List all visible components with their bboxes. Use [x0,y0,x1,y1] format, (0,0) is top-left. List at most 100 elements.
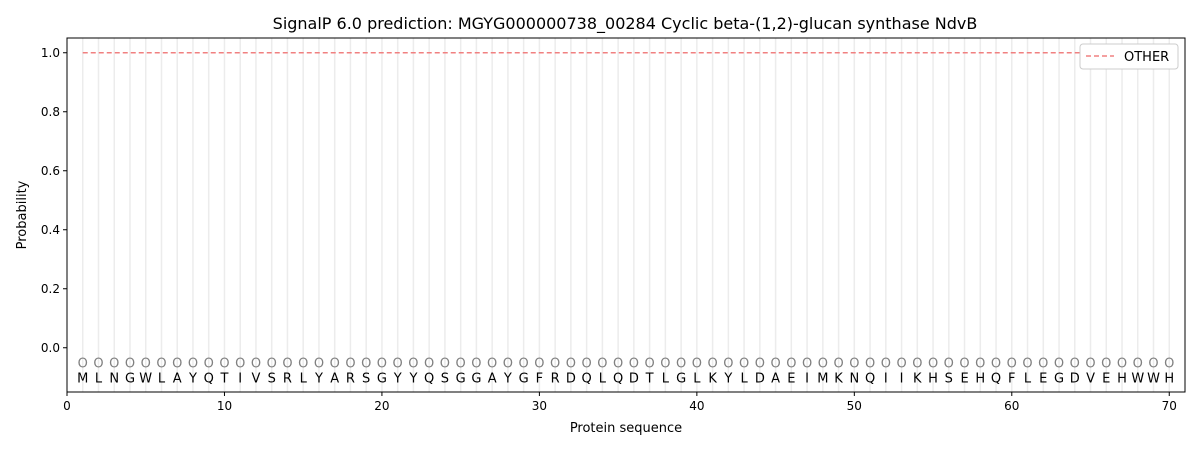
chart-title: SignalP 6.0 prediction: MGYG000000738_00… [273,14,978,34]
residue-prediction-label: O [1038,357,1048,372]
residue-letter: D [755,371,765,386]
residue-letter: V [1086,371,1095,386]
residue-letter: E [1102,371,1110,386]
y-tick-label: 1.0 [41,46,60,60]
residue-letter: Y [408,371,417,386]
residue-letter: L [693,371,701,386]
residue-prediction-label: O [660,357,670,372]
residue-prediction-label: O [959,357,969,372]
residue-letter: Q [424,371,434,386]
residue-prediction-label: O [991,357,1001,372]
residue-prediction-label: O [818,357,828,372]
residue-prediction-label: O [676,357,686,372]
residue-letter: E [787,371,795,386]
residue-letter: F [1008,371,1015,386]
residue-letter: M [817,371,828,386]
residue-prediction-label: O [896,357,906,372]
residue-letter: D [566,371,576,386]
residue-letter: W [1131,371,1144,386]
residue-prediction-label: O [219,357,229,372]
residue-prediction-label: O [204,357,214,372]
residue-prediction-label: O [1007,357,1017,372]
residue-prediction-label: O [314,357,324,372]
residue-prediction-label: O [1117,357,1127,372]
x-tick-label: 70 [1162,399,1177,413]
x-tick-label: 60 [1004,399,1019,413]
residue-letter: Q [204,371,214,386]
residue-prediction-label: O [770,357,780,372]
residue-prediction-label: O [1164,357,1174,372]
residue-letter: L [158,371,166,386]
residue-letter: G [676,371,686,386]
residue-prediction-label: O [251,357,261,372]
x-tick-label: 40 [689,399,704,413]
residue-prediction-label: O [912,357,922,372]
residue-prediction-label: O [330,357,340,372]
residue-letter: W [1147,371,1160,386]
residue-letter: M [77,371,88,386]
y-tick-label: 0.8 [41,105,60,119]
residue-prediction-label: O [1133,357,1143,372]
residue-prediction-label: O [487,357,497,372]
residue-prediction-label: O [424,357,434,372]
residue-prediction-label: O [141,357,151,372]
legend: OTHER [1079,43,1179,70]
residue-letter: S [441,371,449,386]
residue-prediction-label: O [550,357,560,372]
residue-letter: Q [582,371,592,386]
residue-letter: G [1054,371,1064,386]
residue-letter: H [1164,371,1174,386]
residue-letter: V [252,371,261,386]
residue-letter: D [629,371,639,386]
residue-prediction-label: O [975,357,985,372]
residue-prediction-label: O [519,357,529,372]
residue-prediction-label: O [188,357,198,372]
residue-letter: T [645,371,654,386]
residue-prediction-label: O [849,357,859,372]
x-tick-label: 30 [532,399,547,413]
residue-letter: N [849,371,859,386]
residue-letter: I [884,371,888,386]
residue-letter: A [330,371,339,386]
residue-letter: G [471,371,481,386]
residue-letter: A [173,371,182,386]
residue-letter: L [662,371,670,386]
residue-letter: H [1117,371,1127,386]
residue-letter: Y [188,371,197,386]
residue-letter: L [300,371,308,386]
residue-prediction-label: O [235,357,245,372]
x-tick-label: 0 [63,399,71,413]
residue-prediction-label: O [1101,357,1111,372]
residue-letter: A [488,371,497,386]
residue-prediction-label: O [172,357,182,372]
residue-letter: I [238,371,242,386]
residue-prediction-label: O [645,357,655,372]
y-tick-label: 0.2 [41,282,60,296]
residue-prediction-label: O [393,357,403,372]
residue-prediction-label: O [582,357,592,372]
residue-prediction-label: O [361,357,371,372]
residue-letter: R [551,371,560,386]
x-tick-label: 50 [847,399,862,413]
residue-prediction-label: O [298,357,308,372]
residue-letter: L [1024,371,1032,386]
residue-prediction-label: O [597,357,607,372]
residue-letter: R [346,371,355,386]
residue-letter: Q [991,371,1001,386]
residue-letter: N [109,371,119,386]
residue-letter: Y [723,371,732,386]
residue-prediction-label: O [786,357,796,372]
residue-prediction-label: O [78,357,88,372]
residue-letter: G [377,371,387,386]
residue-prediction-label: O [1085,357,1095,372]
residue-prediction-label: O [377,357,387,372]
residue-letter: Y [503,371,512,386]
residue-letter: S [268,371,276,386]
residue-prediction-label: O [1054,357,1064,372]
residue-prediction-label: O [125,357,135,372]
legend-label-other: OTHER [1124,50,1169,65]
residue-letter: H [928,371,938,386]
residue-prediction-label: O [629,357,639,372]
residue-letter: L [740,371,748,386]
